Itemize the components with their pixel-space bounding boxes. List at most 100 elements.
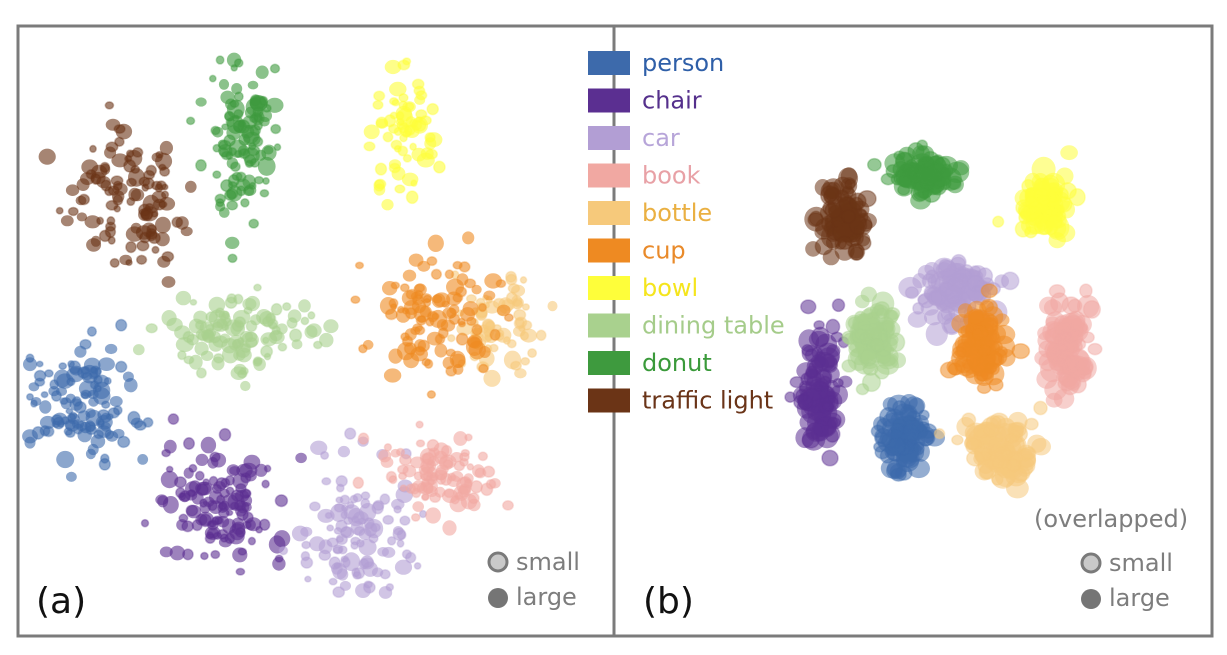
legend-swatch-traffic-light (588, 388, 630, 413)
point-car (360, 497, 371, 509)
point-chair (838, 375, 853, 388)
point-person (98, 357, 115, 372)
point-traffic-light (67, 206, 79, 217)
point-bowl (1024, 172, 1042, 191)
point-bowl (420, 147, 434, 160)
panel-label-a: (a) (36, 581, 86, 622)
point-traffic-light (105, 141, 119, 153)
point-car (349, 494, 359, 504)
point-donut (242, 147, 260, 164)
point-person (25, 353, 35, 364)
point-person (48, 386, 60, 397)
point-bottle (511, 298, 524, 310)
point-traffic-light (822, 178, 845, 199)
point-donut (922, 183, 942, 203)
point-book (412, 501, 425, 512)
point-person (30, 397, 42, 406)
point-car (308, 501, 321, 512)
point-person (887, 437, 906, 457)
point-car (940, 306, 956, 322)
point-traffic-light (77, 193, 91, 206)
point-bottle (547, 300, 558, 312)
point-traffic-light (837, 235, 853, 251)
point-bottle (527, 348, 538, 359)
point-chair (818, 375, 832, 389)
point-donut (195, 97, 207, 107)
point-donut (902, 161, 919, 176)
point-dining-table (298, 299, 311, 313)
point-car (310, 440, 328, 455)
point-cup (408, 253, 424, 267)
point-chair (274, 494, 289, 508)
point-book (434, 469, 448, 481)
point-traffic-light (841, 209, 856, 224)
point-chair (261, 479, 270, 489)
legend-swatch-car (588, 126, 630, 150)
point-bottle (933, 428, 946, 440)
point-cup (423, 358, 434, 370)
point-bowl (1056, 167, 1074, 185)
point-chair (199, 551, 209, 561)
point-donut (249, 95, 268, 112)
point-bottle (488, 343, 499, 353)
point-person (28, 382, 40, 392)
point-cup (451, 353, 466, 368)
point-bottle (483, 369, 501, 387)
point-cup (362, 339, 374, 350)
point-bowl (426, 102, 440, 116)
point-dining-table (312, 340, 323, 350)
point-dining-table (242, 298, 257, 311)
point-traffic-light (124, 154, 133, 163)
point-chair (200, 436, 217, 454)
point-chair (236, 463, 253, 478)
point-person (137, 454, 149, 465)
point-person (873, 427, 893, 447)
point-cup (967, 308, 984, 325)
point-donut (218, 79, 230, 90)
point-person (873, 416, 888, 432)
point-traffic-light (138, 176, 151, 187)
point-chair (295, 452, 307, 464)
point-person (23, 357, 37, 372)
point-bottle (951, 434, 964, 446)
point-chair (159, 546, 173, 558)
size-legend-a: small large (487, 548, 580, 611)
point-donut (208, 74, 217, 83)
point-bowl (373, 179, 385, 192)
point-cup (496, 304, 511, 317)
point-bowl (363, 141, 376, 152)
point-bowl (399, 125, 413, 137)
point-cup (462, 231, 475, 245)
point-donut (212, 143, 222, 153)
point-bowl (363, 124, 380, 140)
point-cup (987, 352, 1005, 367)
point-car (413, 561, 422, 570)
point-dining-table (226, 293, 238, 304)
point-donut (185, 116, 196, 126)
point-car (917, 294, 929, 306)
point-dining-table (862, 321, 881, 337)
point-cup (383, 368, 402, 383)
point-dining-table (211, 356, 225, 371)
point-car (333, 502, 345, 513)
point-dining-table (208, 296, 226, 313)
point-bowl (394, 184, 406, 194)
point-bottle (1001, 449, 1014, 461)
point-cup (471, 323, 483, 336)
point-cup (399, 283, 410, 293)
point-donut (229, 161, 241, 173)
point-dining-table (870, 338, 885, 352)
point-traffic-light (141, 222, 157, 238)
point-car (350, 541, 359, 550)
point-book (410, 456, 425, 469)
point-traffic-light (848, 192, 867, 211)
point-chair (823, 409, 846, 430)
point-donut (885, 164, 900, 179)
point-car (343, 516, 354, 526)
point-dining-table (841, 359, 857, 373)
point-book (397, 471, 408, 481)
point-cup (395, 307, 411, 323)
point-chair (225, 509, 234, 517)
point-bowl (388, 162, 401, 174)
point-person (103, 376, 112, 386)
